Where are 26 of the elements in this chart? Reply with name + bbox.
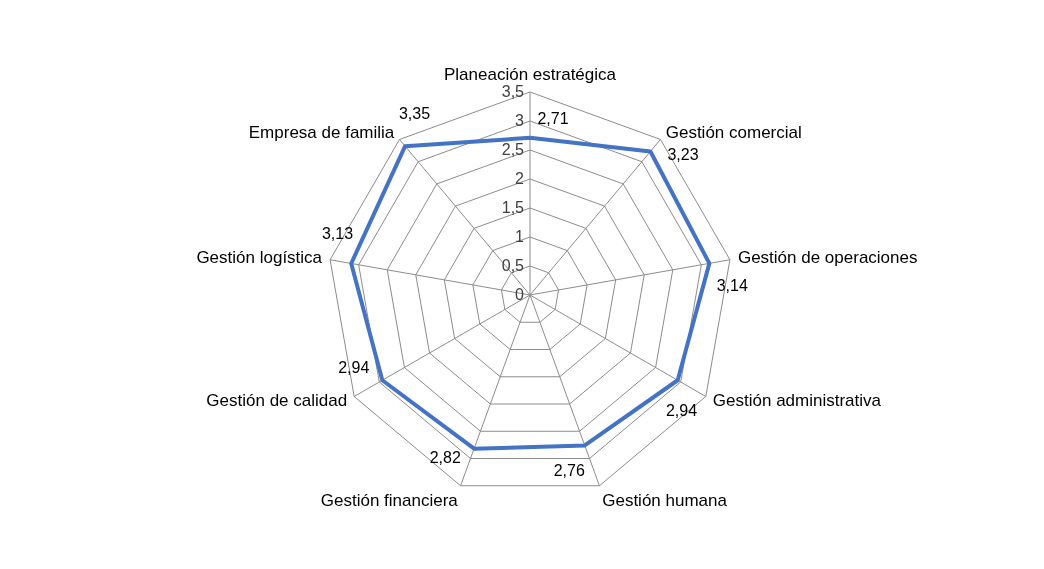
y-tick-label: 0 [515,286,525,303]
data-label: 3,23 [667,145,699,163]
data-label: 3,35 [398,105,431,123]
y-tick-label: 3 [515,112,525,129]
y-tick-label: 2,5 [501,141,525,158]
data-label: 3,13 [321,225,354,243]
y-tick-label: 0,5 [501,257,525,274]
spoke-label: Gestión humana [602,491,728,511]
y-tick-label: 1 [515,228,525,245]
spoke-label: Empresa de familia [248,123,395,143]
data-label: 2,82 [429,449,461,467]
spoke-label: Gestión administrativa [712,390,882,410]
spoke-label: Gestión logística [196,248,323,268]
y-tick-label: 2 [515,170,525,187]
y-tick-label: 3,5 [501,83,525,100]
spoke-label: Planeación estratégica [443,64,617,84]
data-label: 2,94 [665,402,698,420]
data-label: 2,94 [338,359,370,377]
spoke-label: Gestión financiera [320,491,459,511]
data-label: 2,76 [553,462,585,480]
y-tick-label: 1,5 [501,199,525,216]
spoke-label: Gestión de operaciones [737,248,918,268]
spoke-label: Gestión de calidad [206,390,348,410]
spoke-label: Gestión comercial [665,123,802,143]
data-label: 3,14 [716,276,748,294]
data-label: 2,71 [537,110,569,128]
